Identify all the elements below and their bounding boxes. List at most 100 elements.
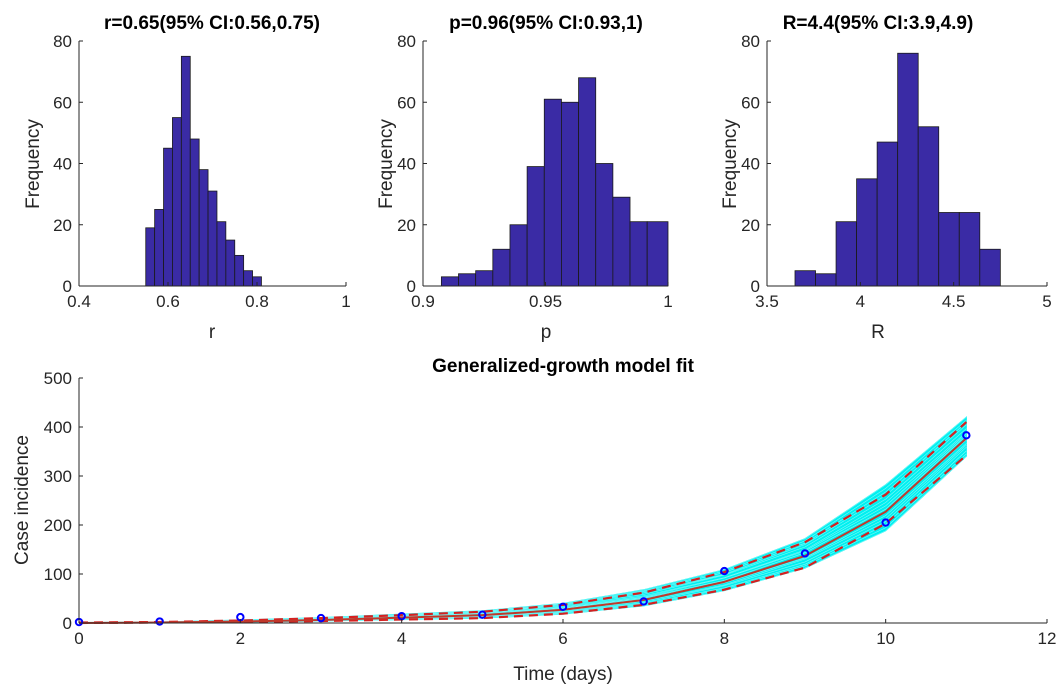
data-point — [639, 597, 648, 606]
histogram-bar — [207, 190, 218, 287]
x-tick-label: 4 — [856, 292, 865, 311]
y-tick-label: 20 — [741, 216, 760, 235]
x-tick-label: 4.5 — [942, 292, 966, 311]
histogram-bar — [440, 276, 459, 287]
histogram-bar — [492, 248, 511, 287]
histogram-r-xlabel: r — [209, 322, 216, 343]
model-fit-chart: Generalized-growth model fit 0 2 4 6 8 10 12 0 1… — [12, 356, 1056, 685]
y-tick-label: 0 — [751, 277, 760, 296]
histogram-bar — [595, 163, 614, 287]
histogram-bar — [917, 126, 940, 287]
histogram-bar — [198, 169, 209, 287]
x-tick-label: 0.6 — [156, 292, 180, 311]
fit-lines — [78, 421, 968, 625]
histogram-R-title: R=4.4(95% CI:3.9,4.9) — [783, 13, 974, 34]
y-tick-label: 0 — [407, 277, 416, 296]
x-tick-label: 10 — [876, 629, 895, 648]
y-tick-label: 40 — [397, 155, 416, 174]
histogram-R-axes: 3.5 4 4.5 5 0 20 40 60 80 — [741, 32, 1052, 311]
histogram-R-xlabel: R — [871, 322, 885, 343]
histogram-R-bars — [794, 52, 1001, 287]
x-tick-label: 0.9 — [411, 292, 435, 311]
x-tick-label: 1 — [663, 292, 672, 311]
data-point — [800, 549, 810, 558]
histogram-bar — [543, 98, 562, 287]
x-tick-label: 0.4 — [67, 292, 91, 311]
ci-upper-line — [78, 421, 968, 624]
x-tick-label: 2 — [236, 629, 245, 648]
histogram-p-axes: 0.9 0.95 1 0 20 40 60 80 — [397, 32, 673, 311]
y-tick-label: 60 — [397, 93, 416, 112]
y-tick-label: 20 — [397, 216, 416, 235]
histogram-bar — [225, 239, 236, 287]
histogram-bar — [646, 221, 669, 287]
data-point — [962, 431, 971, 440]
histogram-bar — [458, 273, 477, 287]
y-tick-label: 0 — [63, 614, 72, 633]
histogram-bar — [475, 270, 494, 287]
y-tick-label: 200 — [44, 516, 72, 535]
histogram-R-ylabel: Frequency — [720, 119, 741, 209]
histogram-bar — [629, 221, 648, 287]
x-tick-label: 1 — [341, 292, 350, 311]
x-tick-label: 8 — [720, 629, 729, 648]
data-point — [720, 566, 729, 576]
data-point — [478, 610, 487, 619]
y-tick-label: 80 — [53, 32, 72, 51]
histogram-bar — [509, 224, 528, 287]
data-point — [316, 613, 326, 623]
histogram-bar — [561, 101, 579, 287]
histogram-R: R=4.4(95% CI:3.9,4.9) 3.5 4 4.5 5020406080 … — [720, 13, 1052, 343]
y-tick-label: 80 — [397, 32, 416, 51]
y-tick-label: 100 — [44, 565, 72, 584]
y-tick-label: 0 — [63, 277, 72, 296]
ensemble-band — [78, 416, 967, 624]
histogram-bar — [938, 212, 960, 287]
histogram-bar — [856, 178, 878, 287]
histogram-r-axes: 0.4 0.6 0.8 1 0 20 40 60 80 — [53, 32, 351, 311]
y-tick-label: 40 — [53, 155, 72, 174]
model-fit-line — [78, 437, 968, 624]
histogram-bar — [243, 270, 253, 287]
x-tick-label: 0 — [74, 629, 83, 648]
y-tick-label: 60 — [53, 93, 72, 112]
histogram-bar — [163, 147, 173, 287]
histogram-p: p=0.96(95% CI:0.93,1) 0.9 0.95 1020406080 … — [376, 13, 673, 343]
histogram-bar — [526, 166, 545, 287]
y-tick-label: 500 — [44, 369, 72, 388]
histogram-r-ylabel: Frequency — [23, 119, 44, 209]
data-point — [558, 602, 568, 612]
histogram-bar — [876, 141, 899, 287]
histogram-r: r=0.65(95% CI:0.56,0.75) 0.4 0.6 0.8 1 0 20 40… — [23, 13, 351, 343]
y-tick-label: 300 — [44, 467, 72, 486]
y-tick-label: 20 — [53, 216, 72, 235]
histogram-r-title: r=0.65(95% CI:0.56,0.75) — [104, 13, 320, 34]
histogram-bar — [578, 77, 597, 287]
x-tick-label: 0.95 — [529, 292, 562, 311]
histogram-bar — [154, 209, 164, 287]
y-tick-label: 60 — [741, 93, 760, 112]
histogram-r-bars — [145, 55, 262, 287]
histogram-bar — [958, 212, 981, 287]
histogram-bar — [979, 248, 1001, 287]
ensemble-realization — [78, 416, 967, 623]
x-tick-label: 0.8 — [245, 292, 269, 311]
histogram-p-bars — [440, 77, 669, 287]
histogram-bar — [172, 117, 182, 287]
x-tick-label: 4 — [397, 629, 406, 648]
x-tick-label: 12 — [1038, 629, 1057, 648]
model-fit-ylabel: Case incidence — [12, 435, 33, 565]
x-tick-label: 3.5 — [755, 292, 779, 311]
y-tick-label: 40 — [741, 155, 760, 174]
histogram-bar — [189, 138, 200, 287]
histogram-bar — [794, 270, 816, 287]
histogram-bar — [897, 52, 919, 287]
histogram-bar — [216, 221, 227, 287]
data-point — [155, 617, 164, 626]
histogram-bar — [234, 254, 245, 287]
model-fit-xlabel: Time (days) — [513, 664, 613, 685]
histogram-p-xlabel: p — [541, 322, 552, 343]
model-fit-title: Generalized-growth model fit — [432, 356, 694, 377]
histogram-p-title: p=0.96(95% CI:0.93,1) — [449, 13, 643, 34]
